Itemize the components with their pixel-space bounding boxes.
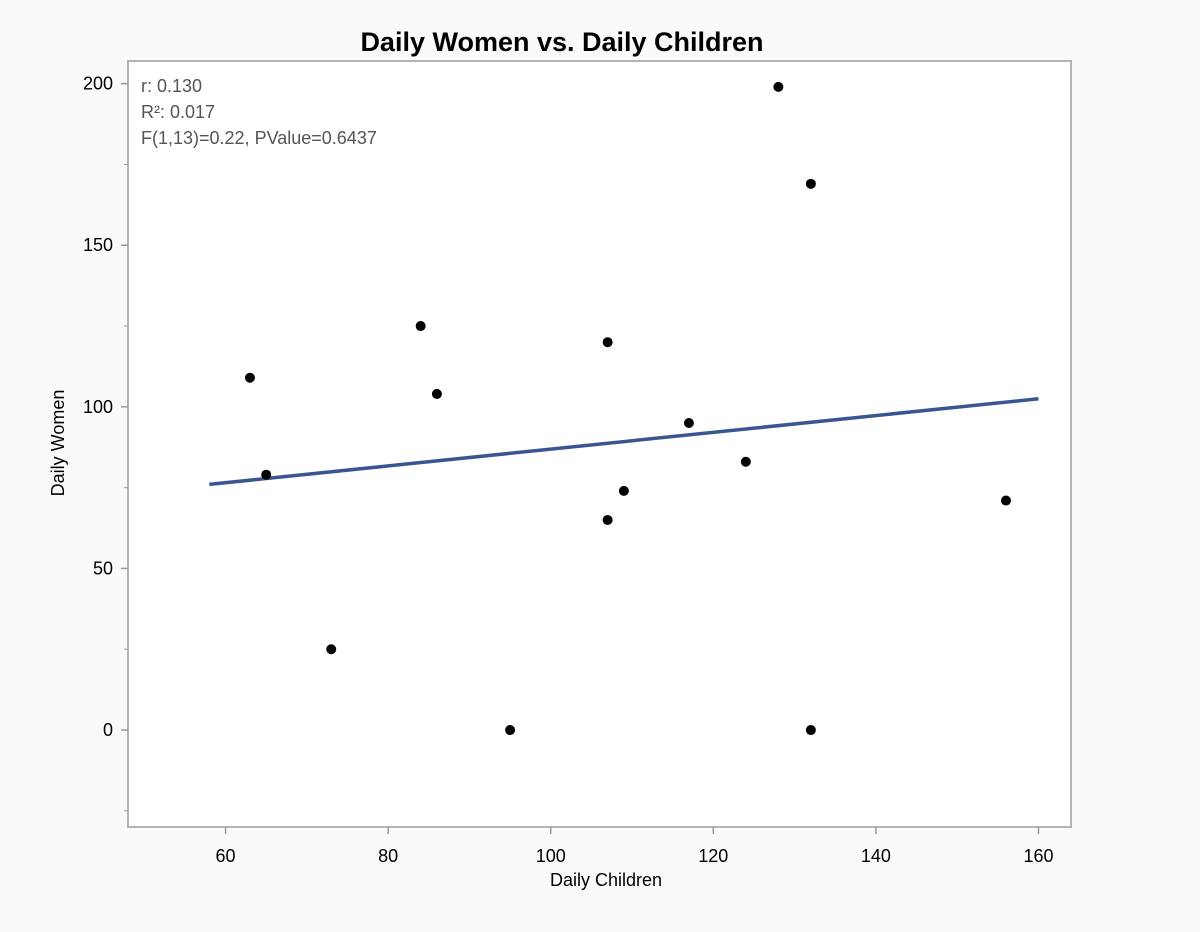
data-point [326, 644, 337, 655]
x-tick-label: 80 [378, 846, 398, 866]
y-tick-label: 0 [103, 720, 113, 740]
points-layer [244, 81, 1011, 736]
regression-line [209, 397, 1039, 487]
chart-title: Daily Women vs. Daily Children [360, 27, 763, 57]
stats-line: r: 0.130 [141, 76, 202, 96]
stats-line: F(1,13)=0.22, PValue=0.6437 [141, 128, 377, 148]
data-point [740, 456, 751, 467]
stats-box: r: 0.130 R²: 0.017 F(1,13)=0.22, PValue=0.… [141, 76, 377, 148]
x-tick-label: 100 [536, 846, 566, 866]
data-point [805, 178, 816, 189]
data-point [618, 485, 629, 496]
y-tick-label: 200 [83, 74, 113, 94]
x-axis: 60 80 100 120 140 160 [216, 827, 1054, 866]
data-point [773, 81, 784, 92]
data-point [683, 417, 694, 428]
data-point [415, 321, 426, 332]
x-axis-label: Daily Children [550, 870, 662, 890]
x-tick-label: 60 [216, 846, 236, 866]
y-tick-label: 50 [93, 558, 113, 578]
x-tick-label: 160 [1023, 846, 1053, 866]
data-point [244, 372, 255, 383]
data-point [261, 469, 272, 480]
data-point [1000, 495, 1011, 506]
fit-line-layer [209, 397, 1039, 487]
x-tick-label: 140 [861, 846, 891, 866]
data-point [505, 725, 516, 736]
y-tick-label: 100 [83, 397, 113, 417]
y-axis-label: Daily Women [48, 390, 68, 497]
data-point [431, 388, 442, 399]
y-tick-label: 150 [83, 235, 113, 255]
y-axis: 0 50 100 150 200 [83, 74, 128, 812]
x-tick-label: 120 [698, 846, 728, 866]
data-point [602, 514, 613, 525]
data-point [805, 725, 816, 736]
stats-line: R²: 0.017 [141, 102, 215, 122]
data-point [602, 337, 613, 348]
